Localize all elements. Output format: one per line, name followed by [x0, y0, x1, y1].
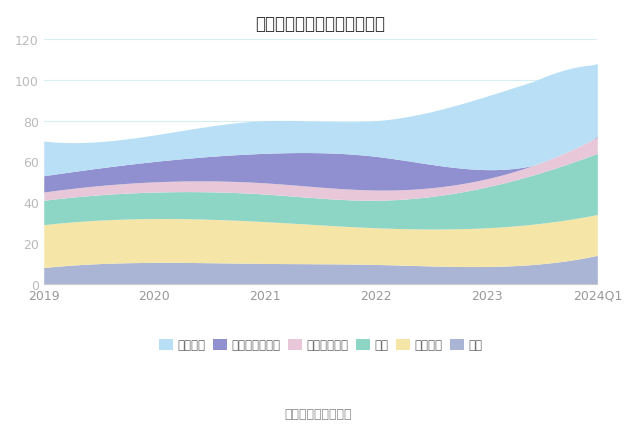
Title: 历年主要资产堆积图（亿元）: 历年主要资产堆积图（亿元） [255, 15, 385, 33]
Text: 数据来源：恒生聚源: 数据来源：恒生聚源 [285, 407, 352, 420]
Legend: 货币资金, 交易性金融资产, 应收款项融资, 存货, 固定资产, 其它: 货币资金, 交易性金融资产, 应收款项融资, 存货, 固定资产, 其它 [154, 334, 487, 356]
